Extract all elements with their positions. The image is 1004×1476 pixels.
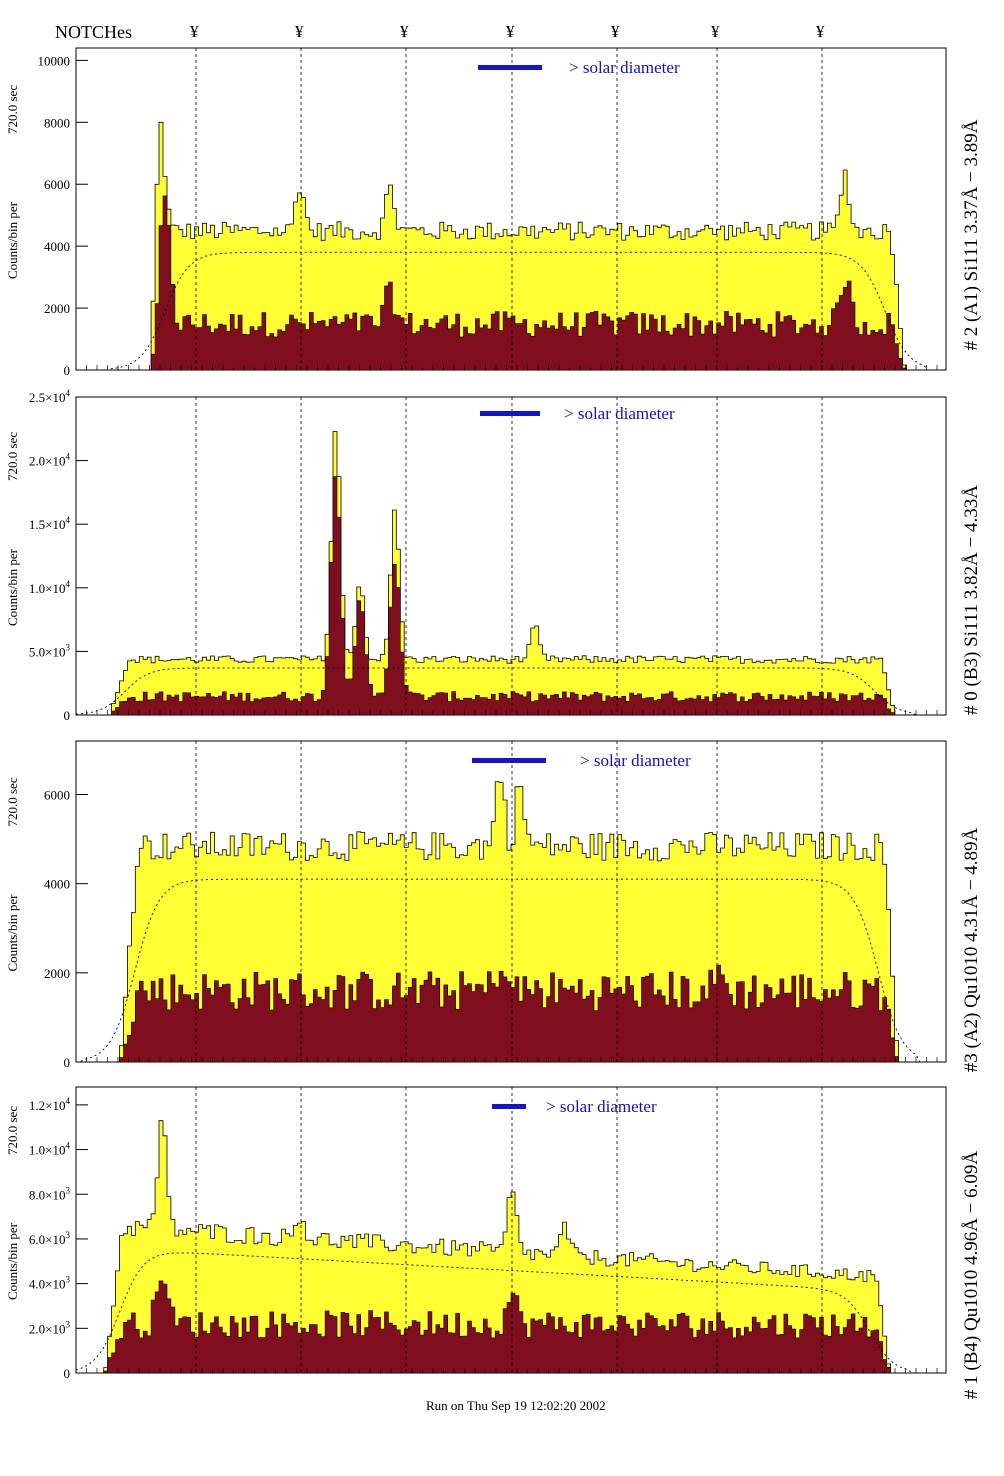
panel-label: #3 (A2) Qu1010 4.31Å − 4.89Å xyxy=(961,827,982,1072)
y-tick-label: 8000 xyxy=(44,115,70,130)
y-tick-label: 6000 xyxy=(44,788,70,803)
component-counts-histogram xyxy=(76,476,946,716)
y-tick-label: 4000 xyxy=(44,239,70,254)
y-axis-label: Counts/bin per xyxy=(5,201,20,279)
y-tick-label: 2.0×103 xyxy=(29,1319,71,1336)
panel-2: 0 5.0×103 1.0×104 1.5×104 2.0×104 2.5×104 Coun… xyxy=(5,388,982,723)
legend-swatch xyxy=(480,411,540,416)
legend-swatch xyxy=(472,758,546,763)
y-axis-exposure: 720.0 sec xyxy=(5,1106,20,1155)
y-tick-label: 1.2×104 xyxy=(29,1096,71,1113)
y-tick-label: 1.5×104 xyxy=(29,515,71,532)
panel-label: # 0 (B3) Si111 3.82Å − 4.33Å xyxy=(961,485,982,715)
notch-marker-4: ¥ xyxy=(506,22,515,41)
notch-marker-7: ¥ xyxy=(816,22,825,41)
notch-markers: ¥ ¥ ¥ ¥ ¥ ¥ ¥ xyxy=(190,22,825,41)
legend-label: > solar diameter xyxy=(546,1097,657,1116)
panel-label: # 1 (B4) Qu1010 4.96Å − 6.09Å xyxy=(961,1151,982,1399)
total-counts-histogram xyxy=(76,121,946,371)
run-timestamp: Run on Thu Sep 19 12:02:20 2002 xyxy=(426,1398,606,1413)
notch-marker-3: ¥ xyxy=(400,22,409,41)
notch-marker-2: ¥ xyxy=(295,22,304,41)
y-axis-exposure: 720.0 sec xyxy=(5,85,20,134)
y-tick-label: 2.0×104 xyxy=(29,452,71,469)
y-axis-label: Counts/bin per xyxy=(5,894,20,972)
model-curve xyxy=(76,251,944,371)
y-tick-label: 6000 xyxy=(44,177,70,192)
panel-4: 0 2.0×103 4.0×103 6.0×103 8.0×103 1.0×104 1.2×… xyxy=(5,1086,982,1399)
y-axis-label: Counts/bin per xyxy=(5,1222,20,1300)
y-tick-label: 0 xyxy=(64,1055,71,1070)
y-tick-label: 0 xyxy=(64,708,71,723)
total-counts-histogram xyxy=(76,431,946,716)
y-tick-label: 8.0×103 xyxy=(29,1185,71,1202)
y-tick-label: 4000 xyxy=(44,877,70,892)
y-tick-label: 0 xyxy=(64,363,71,378)
component-counts-histogram xyxy=(76,1280,946,1374)
y-tick-label: 4.0×103 xyxy=(29,1275,71,1292)
y-tick-label: 1.0×104 xyxy=(29,1141,71,1158)
notch-marker-6: ¥ xyxy=(711,22,720,41)
panels: 0 2000 4000 6000 8000 10000 Counts/bin per 720.… xyxy=(5,47,982,1399)
model-curve xyxy=(75,667,944,716)
y-axis-exposure: 720.0 sec xyxy=(5,777,20,826)
y-tick-label: 2.5×104 xyxy=(29,388,71,405)
y-tick-label: 6.0×103 xyxy=(29,1230,71,1247)
legend-swatch xyxy=(478,65,542,70)
notch-marker-1: ¥ xyxy=(190,22,199,41)
panel-1: 0 2000 4000 6000 8000 10000 Counts/bin per 720.… xyxy=(5,47,982,378)
legend-label: > solar diameter xyxy=(569,58,680,77)
y-tick-label: 5.0×103 xyxy=(29,642,71,659)
panel-3: 0 2000 4000 6000 Counts/bin per 720.0 sec #3 (… xyxy=(5,740,982,1072)
notch-marker-5: ¥ xyxy=(611,22,620,41)
component-counts-histogram xyxy=(76,964,946,1063)
notches-label: NOTCHes xyxy=(55,22,132,42)
legend-swatch xyxy=(492,1104,526,1109)
legend-label: > solar diameter xyxy=(564,404,675,423)
y-axis-exposure: 720.0 sec xyxy=(5,432,20,481)
panel-label: # 2 (A1) Si111 3.37Å − 3.89Å xyxy=(961,119,982,350)
component-counts-histogram xyxy=(76,195,946,371)
y-tick-label: 2000 xyxy=(44,301,70,316)
total-counts-histogram xyxy=(76,1120,946,1374)
y-tick-label: 2000 xyxy=(44,966,70,981)
legend-label: > solar diameter xyxy=(580,751,691,770)
y-tick-label: 1.0×104 xyxy=(29,579,71,596)
y-tick-label: 10000 xyxy=(38,53,71,68)
y-axis-label: Counts/bin per xyxy=(5,548,20,626)
y-tick-label: 0 xyxy=(64,1366,71,1381)
